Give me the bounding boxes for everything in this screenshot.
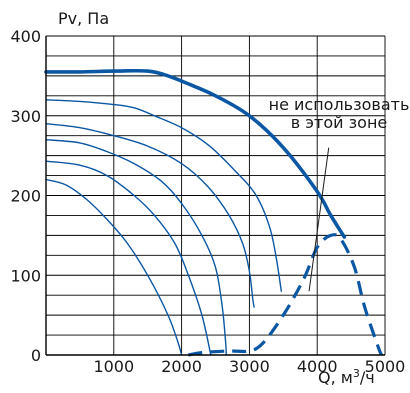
- y-tick-label: 200: [10, 187, 41, 206]
- y-tick-label: 100: [10, 266, 41, 285]
- curve-speed-4: [45, 160, 212, 356]
- series-layer: [44, 68, 384, 357]
- curve-speed-3: [45, 139, 227, 356]
- y-tick-label: 0: [31, 346, 41, 365]
- annotation-line-2: в этой зоне: [291, 113, 388, 132]
- y-axis-title: Pv, Па: [58, 9, 109, 28]
- annotation: не использовать в этой зоне: [269, 95, 410, 292]
- y-tick-label: 400: [10, 27, 41, 46]
- x-tick-label: 3000: [229, 357, 270, 376]
- x-tick-label: 2000: [161, 357, 202, 376]
- axes: 0 100 200 300 400 1000 2000 3000 4000 5000: [10, 27, 405, 376]
- x-tick-label: 1000: [93, 357, 134, 376]
- x-tick-label: 4000: [297, 357, 338, 376]
- x-axis-title-prefix: Q, м: [318, 368, 353, 387]
- annotation-pointer: [308, 147, 330, 292]
- curve-speed-1: [45, 99, 282, 292]
- x-axis-title: Q, м3/ч: [318, 367, 375, 387]
- x-axis-title-suffix: /ч: [360, 368, 375, 387]
- curve-speed-2: [45, 123, 255, 308]
- curve-restricted-zone-boundary: [188, 233, 384, 357]
- curve-max-speed: [44, 68, 347, 239]
- annotation-line-1: не использовать: [269, 95, 410, 114]
- y-tick-label: 300: [10, 107, 41, 126]
- x-axis-title-superscript: 3: [353, 367, 360, 380]
- curve-speed-5: [45, 178, 183, 356]
- x-tick-label: 5000: [365, 357, 406, 376]
